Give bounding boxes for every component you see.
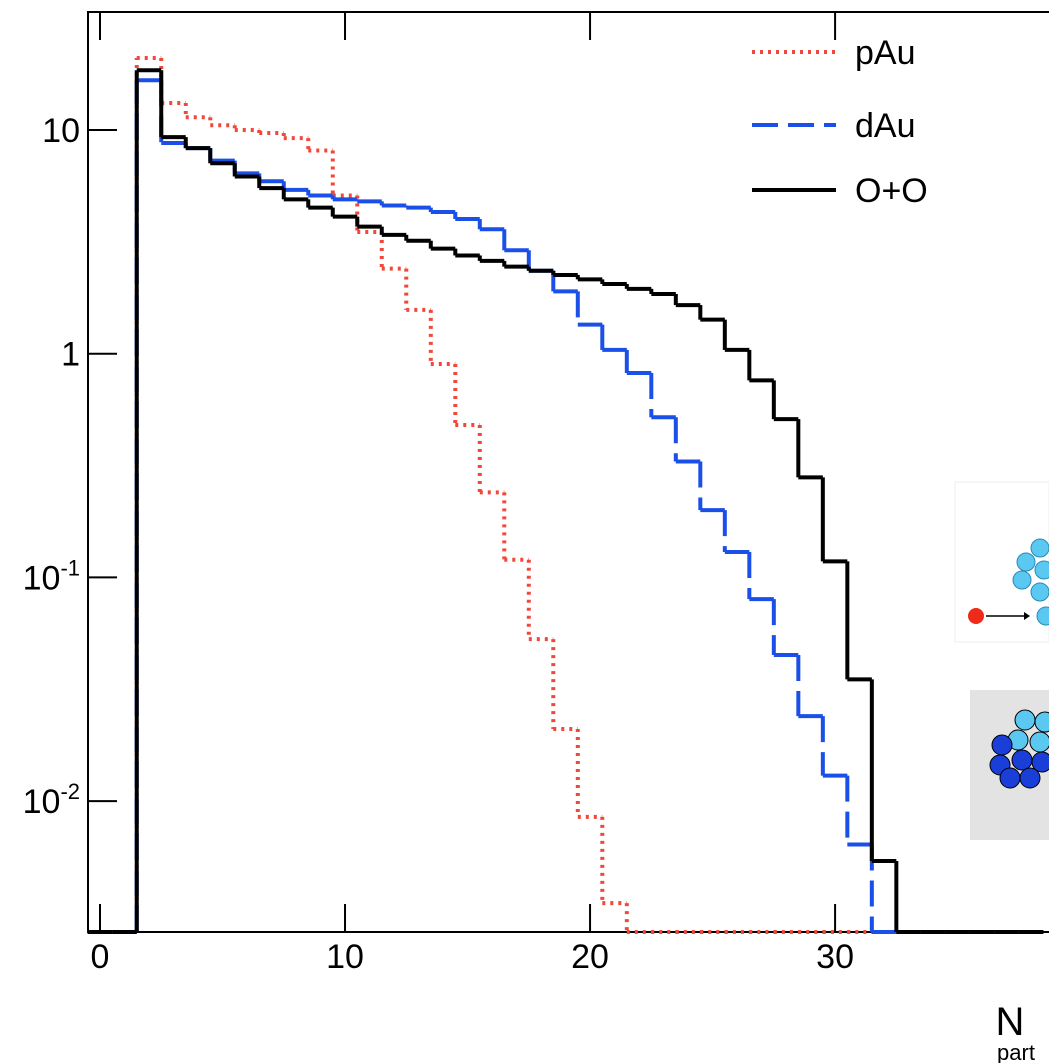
nucleon <box>999 767 1021 789</box>
legend-label: pAu <box>855 34 916 72</box>
legend-label: O+O <box>855 172 928 210</box>
nucleon <box>1034 560 1049 580</box>
nucleon <box>1030 538 1049 558</box>
x-axis-label: N <box>996 1000 1025 1044</box>
x-tick-label: 0 <box>91 938 110 976</box>
y-tick-label: 10-1 <box>23 555 80 597</box>
x-tick-label: 10 <box>326 938 364 976</box>
nucleon <box>1034 711 1049 733</box>
nucleon <box>991 734 1013 756</box>
nucleon <box>1019 767 1041 789</box>
y-tick-label: 1 <box>61 336 80 374</box>
x-axis-label-subscript: part <box>997 1040 1035 1063</box>
projectile <box>968 608 984 624</box>
nucleon <box>1012 570 1032 590</box>
x-tick-label: 30 <box>816 938 854 976</box>
nucleon <box>1030 582 1049 602</box>
y-tick-label: 10 <box>42 112 80 150</box>
arrow-head <box>1024 612 1030 620</box>
nucleon <box>1016 552 1036 572</box>
x-tick-label: 20 <box>571 938 609 976</box>
inset-oo <box>970 690 1049 840</box>
y-tick-label: 10-2 <box>23 779 80 821</box>
nucleon <box>1011 749 1033 771</box>
nucleon <box>1029 731 1049 753</box>
legend-label: dAu <box>855 107 916 145</box>
series-2 <box>87 68 1044 934</box>
plot-frame <box>87 11 1049 933</box>
nucleon <box>1014 709 1036 731</box>
nucleon <box>1036 606 1049 626</box>
nucleon <box>1031 751 1049 773</box>
inset-pau <box>954 481 1049 643</box>
